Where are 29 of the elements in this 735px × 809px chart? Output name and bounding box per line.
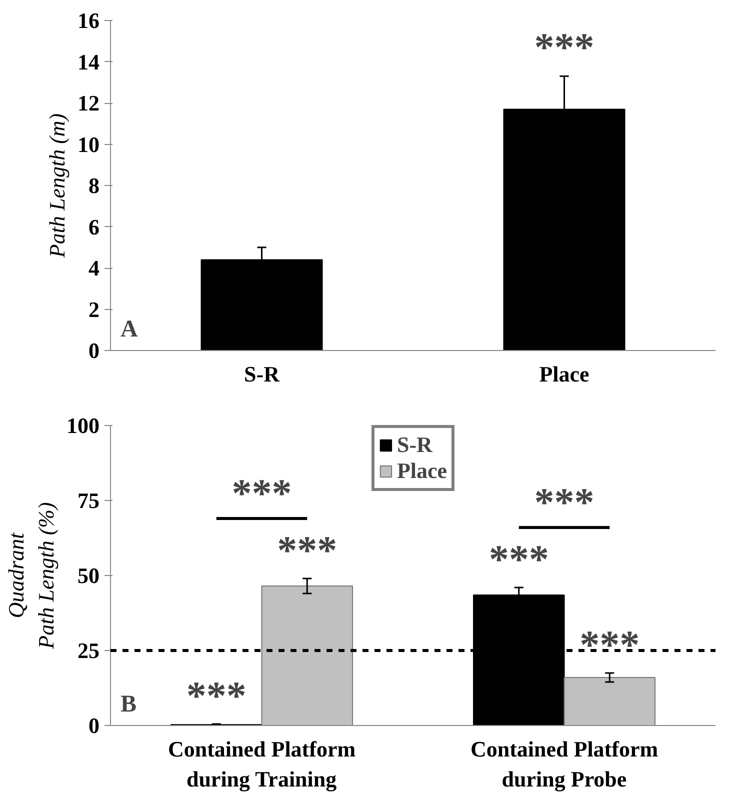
y-tick-label: 75: [78, 488, 100, 513]
y-tick-label: 8: [88, 173, 100, 198]
annotation: ***: [277, 528, 338, 572]
annotation: ***: [186, 673, 246, 718]
x-tick-label: Contained Platform during Probe: [470, 736, 658, 792]
y-tick-label: 25: [78, 638, 100, 663]
y-tick-label: 50: [78, 563, 100, 588]
y-tick-label: 6: [88, 214, 100, 240]
annotation: A: [120, 316, 138, 342]
y-tick-label: 2: [88, 296, 100, 322]
legend-label: S-R: [396, 432, 432, 458]
y-tick-label: 4: [88, 256, 100, 280]
y-tick-label: 100: [66, 413, 100, 438]
annotation: ***: [488, 536, 549, 582]
x-tick-label: Contained Platform during Training: [168, 736, 356, 792]
y-tick-label: 14: [78, 49, 100, 74]
y-tick-label: 16: [78, 8, 100, 33]
annotation: ***: [534, 24, 594, 70]
annotation: ***: [534, 480, 594, 524]
annotation: ***: [580, 622, 640, 667]
y-axis-title: Path Length (m): [44, 113, 70, 259]
annotation: B: [120, 692, 137, 718]
y-tick-label: 12: [78, 90, 100, 116]
y-tick-label: 0: [88, 713, 100, 738]
y-tick-label: 0: [88, 338, 100, 363]
legend-label: Place: [396, 458, 448, 484]
y-tick-label: 10: [78, 132, 100, 157]
y-axis-title: Quadrant Path Length (%): [4, 502, 58, 650]
annotation: ***: [232, 470, 292, 516]
